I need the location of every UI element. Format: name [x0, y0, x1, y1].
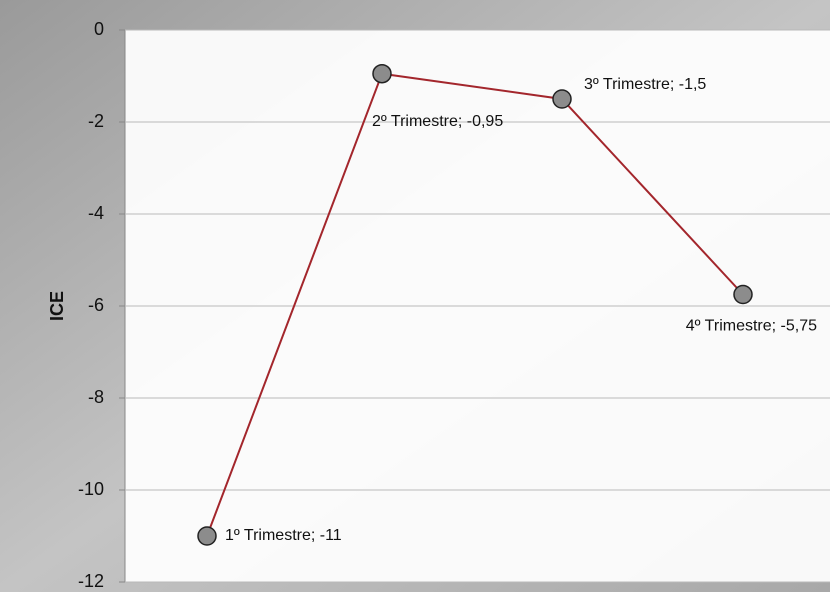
- point-marker: [197, 526, 217, 546]
- y-axis-title: ICE: [47, 291, 67, 321]
- y-tick-label: -4: [88, 203, 104, 223]
- data-label: 1º Trimestre; -11: [225, 527, 342, 544]
- point-marker: [733, 284, 753, 305]
- data-label: 3º Trimestre; -1,5: [584, 76, 706, 93]
- y-tick-label: -10: [78, 479, 104, 499]
- y-tick-label: -2: [88, 111, 104, 131]
- y-tick-label: -8: [88, 387, 104, 407]
- data-label: 4º Trimestre; -5,75: [686, 318, 817, 335]
- y-tick-label: -12: [78, 571, 104, 591]
- y-tick-label: 0: [94, 19, 104, 39]
- point-marker: [552, 89, 572, 109]
- point-marker: [372, 63, 392, 84]
- series-line: [206, 72, 744, 537]
- data-label: 2º Trimestre; -0,95: [372, 113, 503, 130]
- y-tick-label: -6: [88, 295, 104, 315]
